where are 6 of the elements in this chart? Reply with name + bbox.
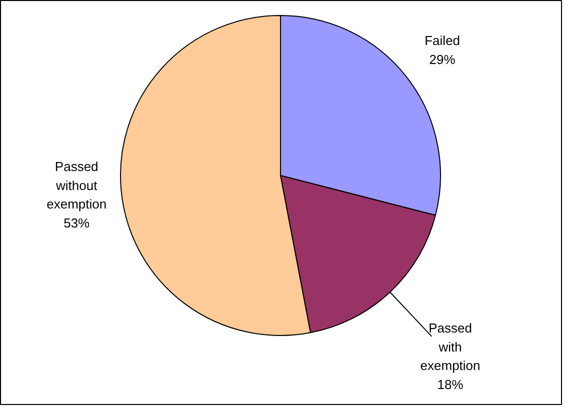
data-label: 29% [429, 52, 456, 67]
slice-label: Passed without exemption [46, 159, 107, 212]
slice-label: Failed [424, 33, 460, 48]
data-label: 53% [64, 215, 90, 230]
slice-label: Passed with exemption [420, 320, 480, 374]
data-label: 18% [437, 376, 464, 392]
